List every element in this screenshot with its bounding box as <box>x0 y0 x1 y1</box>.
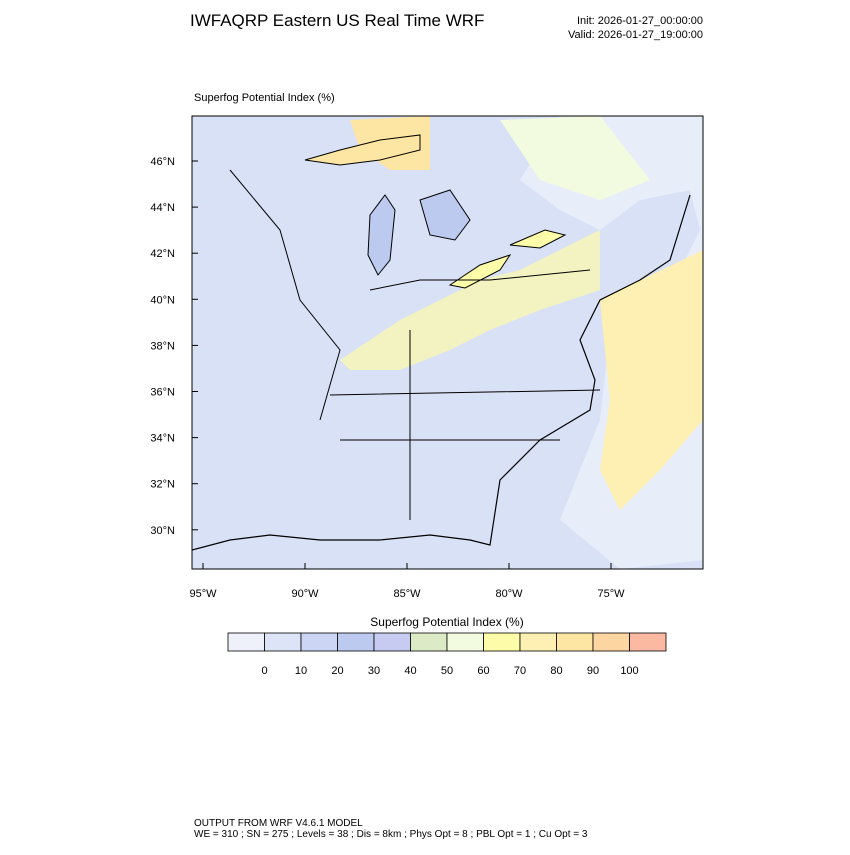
init-time: Init: 2026-01-27_00:00:00 <box>577 15 703 27</box>
lon-label: 95°W <box>189 588 217 600</box>
lat-label: 30°N <box>150 525 175 537</box>
lake <box>367 194 396 276</box>
lat-label: 44°N <box>150 202 175 214</box>
fog-area <box>600 250 703 510</box>
lat-label: 40°N <box>150 294 175 306</box>
lake <box>509 229 567 249</box>
state-borders <box>229 169 601 520</box>
lake <box>304 134 421 166</box>
lat-label: 36°N <box>150 387 175 399</box>
colorbar-box <box>410 632 448 652</box>
colorbar-box <box>264 632 302 652</box>
lon-label: 80°W <box>495 588 523 600</box>
coastline <box>192 194 691 551</box>
footer-line: WE = 310 ; SN = 275 ; Levels = 38 ; Dis … <box>194 829 588 840</box>
colorbar-box <box>519 632 557 652</box>
fog-area <box>500 116 650 200</box>
map <box>191 115 704 570</box>
colorbar-label: 80 <box>550 665 562 677</box>
colorbar-label: 90 <box>587 665 599 677</box>
colorbar-label: 70 <box>514 665 526 677</box>
lat-label: 38°N <box>150 340 175 352</box>
fog-area <box>340 230 600 370</box>
footer-line: OUTPUT FROM WRF V4.6.1 MODEL <box>194 818 363 829</box>
title: IWFAQRP Eastern US Real Time WRF <box>190 11 484 30</box>
colorbar-box <box>300 632 338 652</box>
colorbar-box <box>629 632 667 652</box>
colorbar-box <box>446 632 484 652</box>
colorbar-box <box>556 632 594 652</box>
lat-label: 42°N <box>150 248 175 260</box>
colorbar-label: 20 <box>331 665 343 677</box>
lake <box>419 189 471 241</box>
colorbar-box <box>337 632 375 652</box>
colorbar-label: 0 <box>261 665 267 677</box>
colorbar-label: 30 <box>368 665 380 677</box>
lon-label: 75°W <box>597 588 625 600</box>
colorbar-label: 60 <box>477 665 489 677</box>
colorbar-box <box>373 632 411 652</box>
colorbar-title: Superfog Potential Index (%) <box>370 615 523 629</box>
colorbar-box <box>592 632 630 652</box>
colorbar-box <box>227 632 265 652</box>
colorbar-box <box>483 632 521 652</box>
lat-label: 32°N <box>150 479 175 491</box>
lon-label: 90°W <box>291 588 319 600</box>
lat-label: 46°N <box>150 156 175 168</box>
colorbar-label: 100 <box>620 665 638 677</box>
colorbar-label: 40 <box>404 665 416 677</box>
axes: 46°N 44°N 42°N 40°N 38°N 36°N 34°N 32°N 30°N 95°W… <box>150 156 667 677</box>
valid-time: Valid: 2026-01-27_19:00:00 <box>568 29 703 41</box>
colorbar-label: 50 <box>441 665 453 677</box>
colorbar-label: 10 <box>295 665 307 677</box>
lon-label: 85°W <box>393 588 421 600</box>
map-label: Superfog Potential Index (%) <box>194 92 335 104</box>
lat-label: 34°N <box>150 433 175 445</box>
map-frame <box>191 115 704 570</box>
